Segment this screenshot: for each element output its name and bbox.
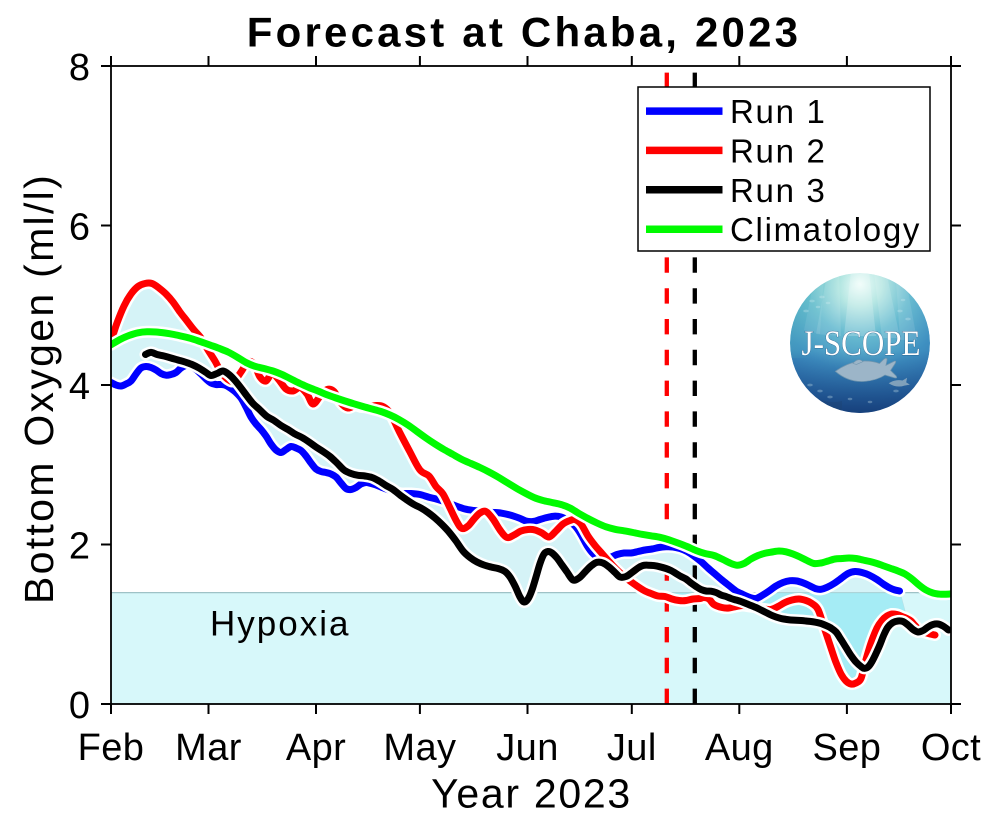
svg-text:Jun: Jun (496, 727, 558, 769)
svg-text:Forecast at Chaba, 2023: Forecast at Chaba, 2023 (247, 9, 802, 56)
svg-text:2: 2 (69, 525, 90, 567)
svg-text:4: 4 (69, 366, 90, 408)
svg-text:Run 3: Run 3 (730, 172, 827, 209)
svg-text:0: 0 (69, 685, 90, 727)
svg-text:Jul: Jul (607, 727, 657, 769)
svg-text:May: May (383, 727, 456, 769)
svg-text:8: 8 (69, 47, 90, 89)
svg-text:Run 2: Run 2 (730, 132, 827, 169)
svg-text:J-SCOPE: J-SCOPE (802, 323, 921, 363)
svg-text:Oct: Oct (921, 727, 981, 769)
svg-text:Year 2023: Year 2023 (431, 771, 632, 817)
svg-text:Climatology: Climatology (730, 211, 921, 248)
svg-text:Bottom Oxygen (ml/l): Bottom Oxygen (ml/l) (16, 173, 62, 604)
svg-text:Hypoxia: Hypoxia (210, 605, 350, 644)
svg-text:Feb: Feb (78, 727, 145, 769)
svg-text:Apr: Apr (286, 727, 346, 769)
svg-text:Aug: Aug (705, 727, 774, 769)
svg-text:Mar: Mar (175, 727, 242, 769)
svg-text:6: 6 (69, 206, 90, 248)
svg-text:Run 1: Run 1 (730, 93, 827, 130)
svg-text:Sep: Sep (812, 727, 881, 769)
